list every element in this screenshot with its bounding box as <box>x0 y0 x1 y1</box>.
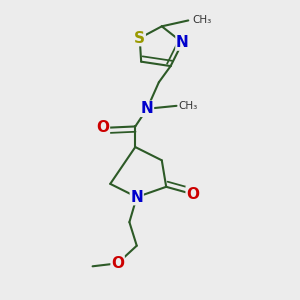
Text: N: N <box>141 101 153 116</box>
Text: O: O <box>186 187 199 202</box>
Text: O: O <box>96 120 110 135</box>
Text: S: S <box>134 31 145 46</box>
Text: CH₃: CH₃ <box>179 101 198 111</box>
Text: CH₃: CH₃ <box>193 15 212 26</box>
Text: N: N <box>176 35 189 50</box>
Text: N: N <box>130 190 143 205</box>
Text: O: O <box>111 256 124 271</box>
